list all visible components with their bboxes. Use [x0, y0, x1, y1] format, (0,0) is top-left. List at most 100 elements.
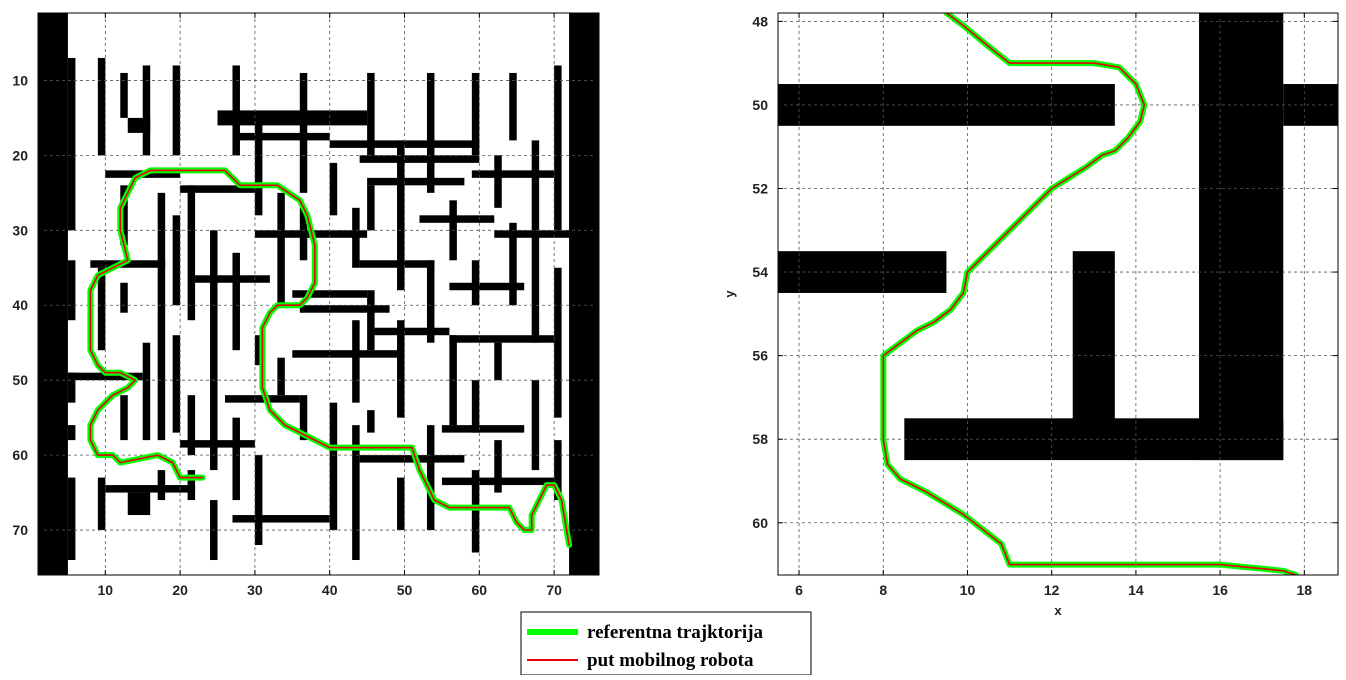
y-tick-label: 10 — [12, 72, 28, 88]
obstacle-wall — [367, 290, 375, 351]
obstacle-wall — [1283, 84, 1338, 126]
y-tick-label: 58 — [752, 431, 768, 447]
obstacle-wall — [397, 477, 405, 531]
obstacle-wall — [232, 132, 330, 141]
x-tick-label: 18 — [1297, 582, 1313, 598]
obstacle-wall — [494, 342, 502, 381]
obstacle-wall — [97, 57, 106, 156]
x-tick-label: 8 — [879, 582, 887, 598]
y-tick-label: 60 — [752, 515, 768, 531]
obstacle-wall — [97, 267, 106, 351]
obstacle-wall — [90, 260, 166, 268]
y-tick-label: 52 — [752, 180, 768, 196]
axes-frame — [37, 12, 600, 576]
obstacle-wall — [554, 65, 562, 231]
obstacle-wall — [142, 65, 151, 156]
obstacle-wall — [569, 13, 599, 575]
y-tick-label: 40 — [12, 297, 28, 313]
x-tick-label: 50 — [397, 582, 413, 598]
obstacle-wall — [426, 72, 435, 193]
y-tick-label: 60 — [12, 447, 28, 463]
obstacle-wall — [531, 380, 540, 471]
obstacle-wall — [494, 230, 570, 238]
obstacle-wall — [471, 470, 480, 553]
y-tick-label: 20 — [12, 147, 28, 163]
legend: referentna trajktorija put mobilnog robo… — [520, 611, 812, 676]
obstacle-wall — [299, 305, 390, 313]
x-tick-label: 20 — [172, 582, 188, 598]
obstacle-wall — [1072, 251, 1115, 440]
legend-label-reference: referentna trajktorija — [587, 622, 764, 643]
obstacle-wall — [232, 515, 330, 523]
obstacle-wall — [471, 72, 480, 156]
y-tick-label: 48 — [752, 13, 768, 29]
obstacle-wall — [127, 492, 151, 516]
obstacle-wall — [67, 260, 76, 321]
x-tick-label: 10 — [98, 582, 114, 598]
obstacle-wall — [67, 372, 76, 403]
obstacle-wall — [531, 140, 540, 343]
y-tick-label: 50 — [752, 97, 768, 113]
x-tick-label: 10 — [960, 582, 976, 598]
obstacle-wall — [254, 117, 263, 216]
obstacle-wall — [157, 192, 166, 441]
obstacle-wall — [180, 440, 255, 448]
obstacle-wall — [352, 320, 360, 403]
obstacle-wall — [509, 222, 517, 306]
obstacle-wall — [120, 395, 128, 441]
obstacle-wall — [471, 380, 480, 433]
obstacle-wall — [367, 177, 465, 186]
series-robot-path — [89, 169, 570, 546]
x-tick-label: 12 — [1044, 582, 1060, 598]
obstacle-wall — [509, 72, 517, 141]
obstacle-wall — [367, 185, 375, 231]
obstacle-wall — [441, 477, 555, 486]
series-robot-path — [882, 13, 1297, 575]
obstacle-wall — [554, 440, 562, 501]
y-tick-label: 54 — [752, 264, 768, 280]
obstacle-wall — [172, 65, 181, 156]
obstacle-wall — [397, 320, 405, 418]
obstacle-wall — [359, 455, 465, 463]
obstacle-wall — [142, 342, 151, 441]
obstacle-wall — [232, 252, 240, 351]
x-tick-label: 60 — [472, 582, 488, 598]
obstacle-wall — [67, 477, 76, 561]
maze-zoom-plot: 6 8 10 12 14 16 18 48 50 52 54 56 58 60 x y — [722, 12, 1339, 618]
x-tick-label: 70 — [546, 582, 562, 598]
x-axis-label: x — [1054, 603, 1062, 618]
obstacle-wall — [359, 155, 480, 163]
obstacle-wall — [441, 425, 525, 433]
obstacle-wall — [426, 425, 435, 531]
obstacle-wall — [277, 192, 285, 306]
obstacle-wall — [554, 267, 562, 418]
obstacle-wall — [292, 350, 405, 358]
y-tick-label: 56 — [752, 348, 768, 364]
obstacle-wall — [329, 402, 338, 531]
y-tick-label: 30 — [12, 222, 28, 238]
obstacle-wall — [449, 335, 555, 343]
obstacle-wall — [367, 410, 375, 433]
obstacle-wall — [97, 477, 106, 531]
y-tick-label: 50 — [12, 372, 28, 388]
legend-label-robot-path: put mobilnog robota — [587, 650, 754, 671]
obstacle-wall — [195, 275, 270, 283]
obstacle-wall — [67, 372, 143, 381]
obstacle-wall — [38, 13, 68, 575]
y-axis-label: y — [722, 290, 737, 298]
obstacle-wall — [210, 230, 218, 471]
x-tick-label: 6 — [795, 582, 803, 598]
obstacle-wall — [225, 395, 300, 403]
obstacle-wall — [67, 57, 76, 231]
obstacle-wall — [105, 485, 196, 493]
obstacle-wall — [172, 335, 181, 433]
x-tick-label: 14 — [1128, 582, 1144, 598]
obstacle-wall — [494, 440, 502, 493]
obstacle-wall — [172, 215, 181, 306]
obstacle-wall — [494, 155, 502, 208]
obstacle-wall — [120, 72, 128, 118]
obstacle-wall — [277, 357, 285, 396]
maze-overview-plot: 10 20 30 40 50 60 70 10 20 30 40 50 60 70 — [12, 12, 600, 598]
x-tick-label: 40 — [322, 582, 338, 598]
